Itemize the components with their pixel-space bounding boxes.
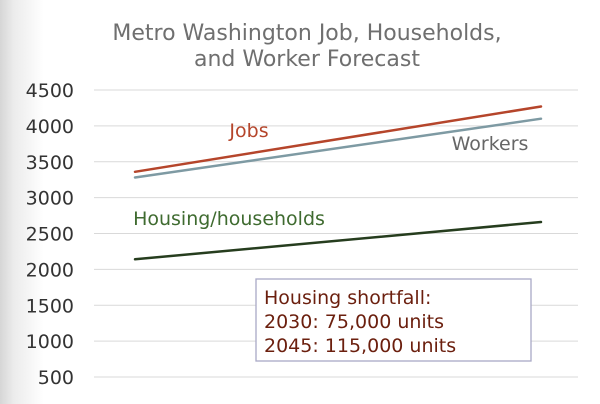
y-tick-label-3000: 3000	[26, 188, 74, 210]
shortfall-annotation: Housing shortfall:2030: 75,000 units2045…	[255, 278, 532, 362]
chart-title-line-1: Metro Washington Job, Households,	[112, 21, 501, 46]
annotation-line-1: Housing shortfall:	[264, 287, 431, 309]
gridlines	[94, 89, 578, 378]
annotation-line-2: 2030: 75,000 units	[264, 311, 444, 333]
y-tick-label-2500: 2500	[26, 224, 74, 246]
annotation-line-3: 2045: 115,000 units	[264, 335, 456, 357]
series-lines	[133, 105, 543, 261]
y-tick-label-1000: 1000	[26, 331, 74, 353]
series-line-jobs	[133, 105, 543, 174]
y-tick-label-2000: 2000	[26, 259, 74, 281]
series-labels: Jobs Workers Housing/households	[133, 120, 528, 230]
y-axis-tick-labels: 500 1000 1500 2000 2500 3000 3500 4000 4500	[26, 80, 74, 389]
series-label-workers: Workers	[452, 133, 529, 155]
y-tick-label-500: 500	[38, 367, 74, 389]
y-tick-label-4500: 4500	[26, 80, 74, 102]
series-line-housing-households	[133, 220, 543, 261]
series-label-housing-households: Housing/households	[133, 208, 325, 230]
series-line-workers	[133, 117, 543, 179]
y-tick-label-3500: 3500	[26, 152, 74, 174]
annotation-box	[255, 278, 532, 362]
y-tick-label-1500: 1500	[26, 295, 74, 317]
chart-title: Metro Washington Job, Households,and Wor…	[112, 21, 501, 72]
chart-title-line-2: and Worker Forecast	[194, 47, 420, 72]
series-label-jobs: Jobs	[228, 120, 268, 142]
y-tick-label-4000: 4000	[26, 116, 74, 138]
